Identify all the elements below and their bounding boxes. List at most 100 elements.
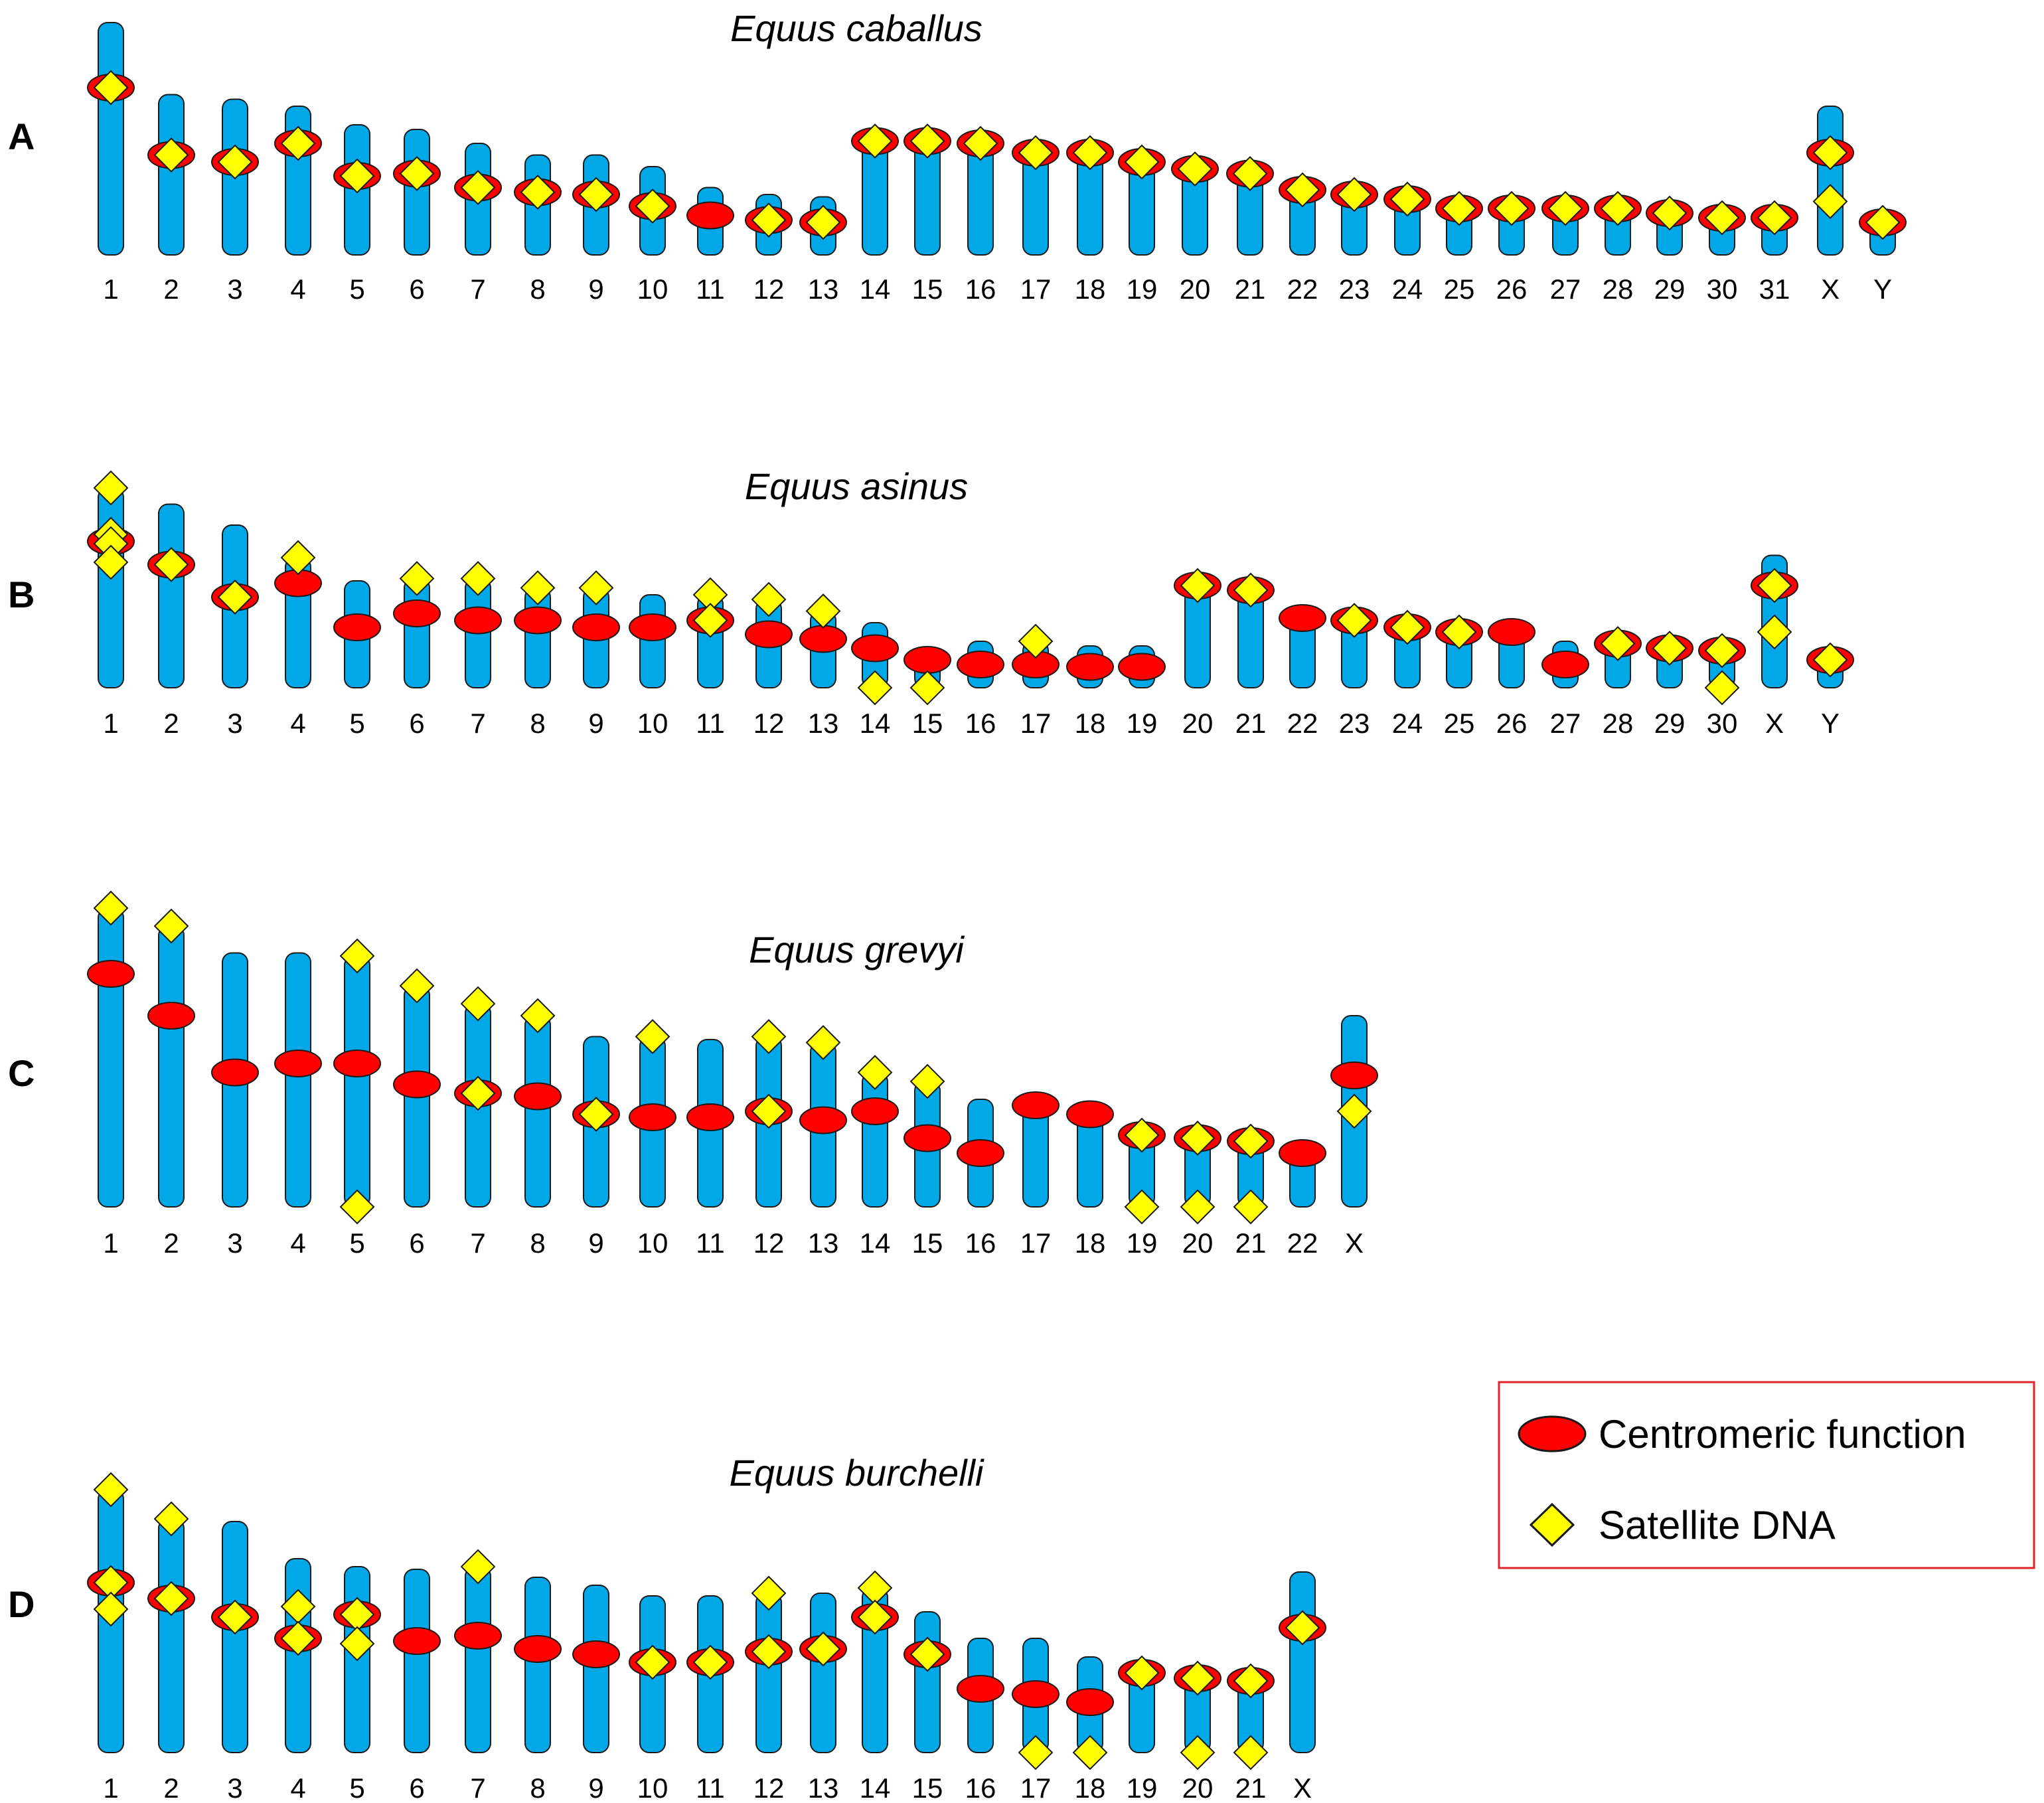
satellite-marker bbox=[1389, 181, 1425, 217]
satellite-marker bbox=[153, 908, 189, 944]
chromosome-8: 8 bbox=[514, 570, 562, 739]
centromere-marker bbox=[514, 606, 562, 635]
chromosome-label: 11 bbox=[696, 708, 725, 739]
chromosome-13: 13 bbox=[799, 1025, 847, 1259]
satellite-marker bbox=[93, 70, 129, 106]
chromosome-2: 2 bbox=[147, 94, 195, 305]
chromosome-10: 10 bbox=[629, 594, 676, 739]
chromosome-28: 28 bbox=[1594, 626, 1642, 739]
satellite-marker bbox=[460, 1075, 496, 1111]
chromosome-label: 12 bbox=[753, 274, 785, 305]
chromosome-bar bbox=[1817, 106, 1844, 256]
satellite-marker bbox=[805, 1631, 841, 1667]
satellite-marker bbox=[909, 670, 945, 706]
chromosome-16: 16 bbox=[957, 1638, 1004, 1803]
chromosome-label: 21 bbox=[1235, 708, 1267, 739]
chromosome-5: 5 bbox=[333, 1566, 381, 1803]
centromere-marker bbox=[745, 620, 793, 649]
chromosome-3: 3 bbox=[211, 98, 259, 305]
chromosome-17: 17 bbox=[1012, 1091, 1060, 1259]
chromosome-label: 2 bbox=[163, 1227, 179, 1259]
chromosome-label: 25 bbox=[1444, 274, 1475, 305]
chromosome-9: 9 bbox=[572, 570, 620, 739]
chromosome-label: 27 bbox=[1550, 708, 1581, 739]
satellite-marker bbox=[578, 570, 614, 605]
centromere-marker bbox=[957, 651, 1004, 678]
chromosome-19: 19 bbox=[1118, 645, 1166, 739]
chromosome-31: 31 bbox=[1751, 200, 1798, 305]
chromosome-12: 12 bbox=[745, 1575, 793, 1803]
chromosome-22: 22 bbox=[1279, 172, 1326, 305]
satellite-marker bbox=[1600, 191, 1636, 226]
panel-letter: A bbox=[8, 116, 35, 157]
chromosome-label: 8 bbox=[530, 1772, 545, 1803]
chromosome-label: 21 bbox=[1235, 274, 1266, 305]
chromosome-bar bbox=[158, 1518, 185, 1753]
centromere-marker bbox=[87, 960, 135, 988]
chromosome-label: 16 bbox=[965, 1772, 996, 1803]
chromosome-label: 3 bbox=[227, 708, 242, 739]
satellite-marker bbox=[217, 144, 253, 180]
satellite-marker bbox=[635, 1644, 670, 1680]
centromere-marker bbox=[851, 1097, 899, 1125]
chromosome-label: 7 bbox=[470, 1772, 485, 1803]
chromosome-25: 25 bbox=[1435, 191, 1483, 305]
chromosome-14: 14 bbox=[851, 622, 899, 739]
centromere-marker bbox=[1066, 1100, 1114, 1129]
centromere-marker bbox=[799, 1106, 847, 1135]
chromosome-2: 2 bbox=[147, 503, 195, 739]
satellite-marker bbox=[1757, 614, 1792, 650]
chromosome-label: 6 bbox=[409, 1772, 424, 1803]
satellite-marker bbox=[1124, 1117, 1160, 1153]
chromosome-label: 15 bbox=[912, 1227, 943, 1259]
satellite-marker bbox=[751, 1093, 787, 1129]
chromosome-bar bbox=[285, 952, 311, 1208]
chromosome-label: 30 bbox=[1707, 274, 1738, 305]
satellite-marker bbox=[1389, 609, 1425, 645]
chromosome-1: 1 bbox=[87, 1472, 135, 1803]
centromere-marker bbox=[1541, 651, 1589, 678]
chromosome-18: 18 bbox=[1066, 1100, 1114, 1259]
chromosome-bar bbox=[465, 1566, 491, 1753]
chromosome-label: 5 bbox=[349, 708, 364, 739]
chromosome-2: 2 bbox=[147, 1501, 195, 1803]
satellite-marker bbox=[1652, 195, 1688, 231]
satellite-marker bbox=[1177, 151, 1213, 187]
chromosome-label: 26 bbox=[1496, 274, 1528, 305]
chromosome-3: 3 bbox=[211, 1521, 259, 1803]
centromere-marker bbox=[1118, 653, 1166, 681]
chromosome-label: X bbox=[1293, 1772, 1312, 1803]
satellite-marker bbox=[909, 1636, 945, 1672]
chromosome-7: 7 bbox=[454, 143, 502, 305]
satellite-marker bbox=[153, 1581, 189, 1616]
chromosome-19: 19 bbox=[1118, 1117, 1166, 1259]
chromosome-26: 26 bbox=[1488, 191, 1535, 305]
panel-letter: C bbox=[8, 1052, 35, 1094]
satellite-marker bbox=[1233, 1735, 1269, 1770]
chromosome-label: 5 bbox=[349, 1772, 364, 1803]
centromere-marker bbox=[957, 1139, 1004, 1167]
chromosome-17: 17 bbox=[1012, 623, 1060, 739]
chromosome-13: 13 bbox=[799, 196, 847, 305]
chromosome-label: 9 bbox=[588, 708, 603, 739]
satellite-marker bbox=[751, 582, 787, 617]
satellite-marker bbox=[280, 540, 316, 576]
centromere-marker bbox=[686, 1103, 734, 1131]
satellite-marker bbox=[280, 1620, 316, 1656]
satellite-marker bbox=[1180, 1189, 1216, 1225]
satellite-marker bbox=[692, 603, 728, 638]
chromosome-20: 20 bbox=[1171, 151, 1219, 305]
chromosome-15: 15 bbox=[904, 646, 951, 739]
chromosome-label: 7 bbox=[470, 274, 485, 305]
chromosome-20: 20 bbox=[1174, 568, 1221, 739]
centromere-marker bbox=[1012, 1091, 1060, 1119]
chromosome-21: 21 bbox=[1227, 1123, 1275, 1259]
centromere-marker bbox=[1330, 1061, 1378, 1089]
chromosome-label: 6 bbox=[409, 708, 424, 739]
panel-letter: D bbox=[8, 1583, 35, 1625]
chromosome-3: 3 bbox=[211, 524, 259, 739]
chromosome-label: 29 bbox=[1654, 274, 1686, 305]
chromosome-7: 7 bbox=[454, 561, 502, 739]
satellite-marker bbox=[1233, 1123, 1269, 1159]
